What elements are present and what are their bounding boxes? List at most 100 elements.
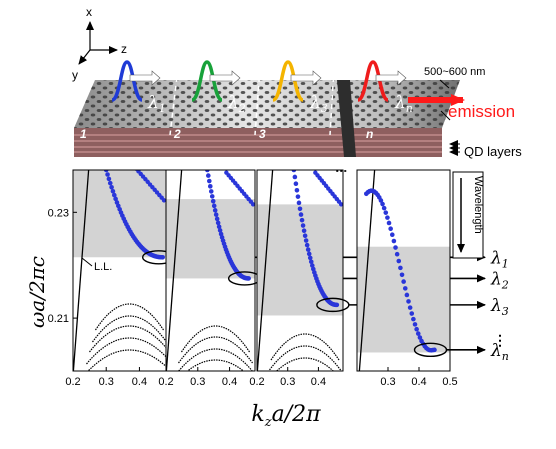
light-line-label: L.L. [94,261,112,273]
mode-point [385,215,390,220]
mode-point [114,200,120,205]
upper-band-point [161,198,166,203]
lower-band [89,325,166,353]
pulse-red [357,60,389,102]
light-line [257,170,274,371]
mode-point [105,172,110,177]
mode-point [389,232,395,238]
lower-band [178,336,253,364]
photonic-crystal-slab: 1 2 3 n λ1 λ2 λ3 λn 500~600 nm emission [74,60,522,159]
x-tick-label: 0.3 [99,376,114,388]
band-panel-3: 0.2 0.3 0.4 [249,169,350,388]
band-gap-region [357,246,450,353]
x-tick-label: 0.3 [380,376,395,388]
mode-point [308,259,314,265]
wavelength-box [452,171,484,259]
mode-point [402,286,408,291]
x-tick-label: 0.4 [222,376,237,388]
panel-content [357,170,450,371]
band-panel-2: 0.2 0.3 0.4 [158,169,262,388]
slab-side [74,128,442,157]
output-lambda-1: λ1 [490,248,509,270]
panel-ellipsis: ⋮ [334,165,348,177]
lower-band [86,337,166,365]
mode-point [309,263,315,268]
mode-point [206,173,211,178]
light-line [358,170,376,371]
mode-point [383,210,389,215]
slab-lambda-1: λ1 [147,93,166,115]
mode-point [394,251,400,257]
y-axis-label: ωa/2πc [25,256,49,328]
mode-point [404,292,410,298]
mode-point [412,322,418,327]
mode-point [411,316,416,322]
mode-point [398,265,403,271]
mode-point [396,258,402,264]
y-tick-label: 0.21 [48,313,69,325]
band-gap-region [166,199,255,279]
light-line-pointer [81,257,93,267]
mode-point [206,178,212,184]
mode-point [304,242,310,248]
band-panel-4: 0.3 0.4 0.5 [356,169,458,388]
mode-point [301,228,307,234]
mode-point [295,194,301,199]
slab-lambda-n: λn [394,93,413,115]
mode-point [407,305,413,310]
mode-point [296,200,302,206]
mode-point [160,254,165,260]
section-divider [169,67,179,136]
pulse-green [191,60,223,102]
mode-point [303,238,309,243]
panel-content [166,170,255,371]
mode-point [378,198,384,203]
mode-point [302,233,308,239]
mode-point [381,205,387,211]
x-tick-label: 0.2 [65,376,80,388]
x-tick-label: 0.4 [411,376,426,388]
mode-point [305,247,311,252]
mode-point [205,170,210,173]
light-line [73,170,90,371]
mode-point [109,184,114,190]
mode-point [246,276,251,281]
axis-y-label: y [72,68,78,82]
panel-frame [256,169,344,372]
mode-point [212,208,218,213]
section-1-label: 1 [80,127,87,141]
panel-frame [356,169,451,372]
lower-band [87,349,166,371]
x-tick-label: 0.4 [311,376,326,388]
output-lambda-3: λ3 [490,296,509,318]
section-divider [329,67,335,136]
lower-band [178,348,253,371]
y-tick-label: 0.23 [48,207,69,219]
band-panel-1: 0.2 0.3 0.4 [65,169,176,388]
mode-point [217,228,223,233]
mode-point [306,251,312,257]
band-gap-region [257,204,343,316]
mode-point [297,206,303,212]
mode-point [388,226,393,232]
wavelength-label: Wavelength [472,176,484,234]
mode-point [406,299,411,304]
output-lambda-2: λ2 [490,269,509,291]
x-tick-label: 0.4 [132,376,147,388]
axis-z-label: z [121,42,127,56]
output-lambda-n: λn [490,341,509,363]
mode-point [214,216,220,222]
mode-point [294,187,300,193]
mode-point [307,255,313,261]
light-line [166,170,183,371]
pulse-blue [111,60,143,102]
x-tick-label: 0.5 [442,376,457,388]
pulse-yellow [272,60,304,102]
mode-point [298,212,304,217]
panel-frame [165,169,256,372]
propagation-arrow [375,70,407,86]
propagation-arrow [209,70,241,86]
output-ellipsis: ⋮ [493,332,507,348]
mode-point [207,184,213,189]
